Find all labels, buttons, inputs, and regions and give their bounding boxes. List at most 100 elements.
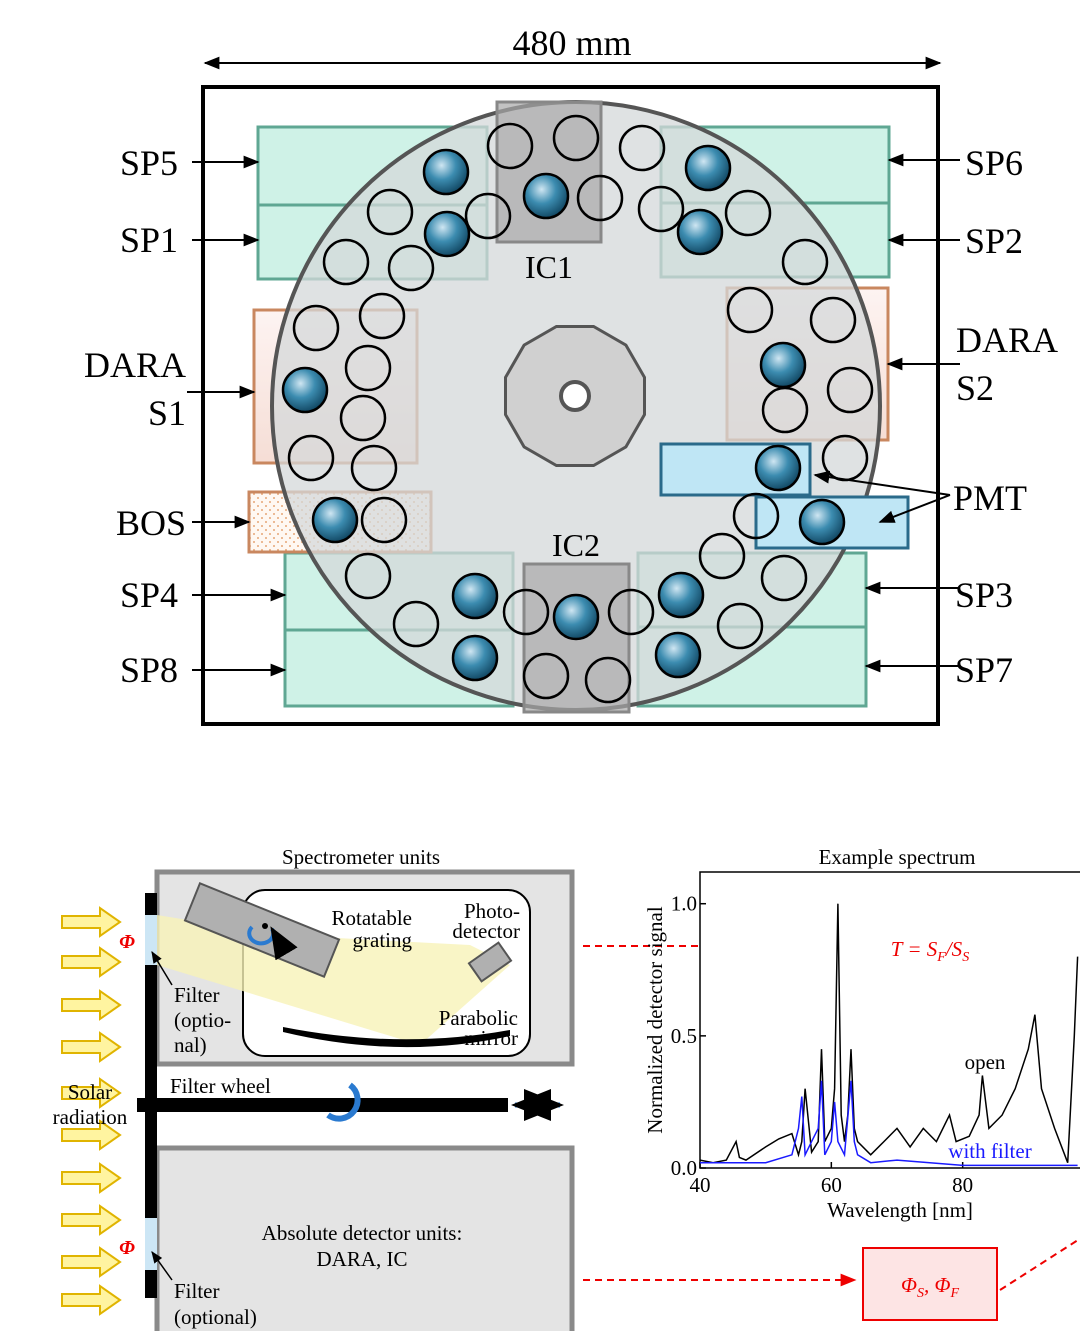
empty-position xyxy=(344,552,392,600)
x-tick-label: 80 xyxy=(952,1173,973,1197)
label: Φ xyxy=(119,931,135,953)
label: Filter wheel xyxy=(170,1074,271,1098)
filter xyxy=(759,341,807,389)
empty-position xyxy=(287,434,335,482)
filter xyxy=(423,210,471,258)
empty-position xyxy=(637,185,685,233)
label: DARA xyxy=(956,320,1058,360)
empty-position xyxy=(322,238,370,286)
empty-position xyxy=(350,444,398,492)
empty-position xyxy=(576,174,624,222)
filter xyxy=(654,631,702,679)
arrow xyxy=(878,494,951,523)
label: (optional) xyxy=(174,1305,257,1329)
label: SP8 xyxy=(120,650,178,690)
spectrum-chart: Example spectrum Wavelength [nm] Normalize… xyxy=(643,845,1080,1222)
empty-position xyxy=(358,292,406,340)
filter xyxy=(311,496,359,544)
solar-arrow xyxy=(61,906,122,938)
empty-position xyxy=(732,492,780,540)
label: (optio- xyxy=(174,1008,231,1032)
annotation: open xyxy=(965,1050,1006,1074)
filter xyxy=(684,144,732,192)
empty-position xyxy=(339,394,387,442)
empty-position xyxy=(366,188,414,236)
solar-arrow xyxy=(61,1246,122,1278)
empty-position xyxy=(552,114,600,162)
x-axis-label: Wavelength [nm] xyxy=(827,1198,973,1222)
formula-part: S xyxy=(962,950,969,965)
label: Absolute detector units: xyxy=(262,1221,463,1245)
empty-position xyxy=(781,238,829,286)
solar-arrow xyxy=(61,1162,122,1194)
formula-part: F xyxy=(949,1286,959,1301)
label: DARA, IC xyxy=(316,1247,407,1271)
label: Solar xyxy=(68,1080,112,1104)
label: PMT xyxy=(953,478,1027,518)
label: Rotatable xyxy=(332,906,412,930)
formula-part: , Φ xyxy=(924,1273,951,1297)
solar-arrow xyxy=(61,1119,122,1151)
label: radiation xyxy=(53,1105,128,1129)
solar-arrow xyxy=(61,1077,122,1109)
filter xyxy=(281,366,329,414)
solar-arrow xyxy=(61,1204,122,1236)
label: IC2 xyxy=(552,527,600,563)
label: Parabolic xyxy=(439,1006,518,1030)
filter xyxy=(451,572,499,620)
label: Spectrometer units xyxy=(282,845,440,869)
empty-position xyxy=(387,244,435,292)
empty-position xyxy=(826,366,874,414)
empty-position xyxy=(486,122,534,170)
filter xyxy=(422,148,470,196)
label: SP7 xyxy=(955,650,1013,690)
label: IC1 xyxy=(525,249,573,285)
filter xyxy=(798,498,846,546)
empty-position xyxy=(584,656,632,704)
filter xyxy=(451,634,499,682)
empty-position xyxy=(360,496,408,544)
empty-position xyxy=(292,304,340,352)
label: SP1 xyxy=(120,220,178,260)
empty-position xyxy=(809,296,857,344)
formula: T = SF/SS xyxy=(891,937,969,965)
annotation: with filter xyxy=(948,1139,1031,1163)
label: SP6 xyxy=(965,143,1023,183)
empty-position xyxy=(522,652,570,700)
empty-position xyxy=(724,189,772,237)
filter xyxy=(657,571,705,619)
empty-position xyxy=(726,286,774,334)
y-tick-label: 0.0 xyxy=(671,1156,697,1180)
formula-part: F xyxy=(936,950,946,965)
formula-part: /S xyxy=(945,937,963,961)
empty-position xyxy=(698,532,746,580)
filter xyxy=(552,593,600,641)
filter xyxy=(754,444,802,492)
label: SP2 xyxy=(965,221,1023,261)
x-tick-label: 40 xyxy=(690,1173,711,1197)
filter xyxy=(522,172,570,220)
label: S2 xyxy=(956,368,994,408)
solar-arrow xyxy=(61,1284,122,1316)
label: SP5 xyxy=(120,143,178,183)
plot-frame xyxy=(699,871,1080,1169)
label: S1 xyxy=(148,393,186,433)
solar-arrow xyxy=(61,989,122,1021)
filter xyxy=(676,208,724,256)
empty-position xyxy=(607,588,655,636)
formula-part: S xyxy=(917,1286,924,1301)
labels: 480 mm SP5 SP1 SP6 SP2 DARA S1 DARA S2 BOS PMT SP4 S… xyxy=(53,23,1058,1329)
x-tick-label: 100 xyxy=(1078,1173,1080,1197)
formula-part: Φ xyxy=(901,1273,917,1297)
label: SP4 xyxy=(120,575,178,615)
label: SP3 xyxy=(955,575,1013,615)
solar-arrow xyxy=(61,1031,122,1063)
label: nal) xyxy=(174,1033,207,1057)
filter-positions xyxy=(281,114,874,704)
apparatus xyxy=(61,869,1079,1331)
empty-position xyxy=(344,344,392,392)
label: Photo- xyxy=(464,899,520,923)
label-arrows xyxy=(187,153,960,677)
